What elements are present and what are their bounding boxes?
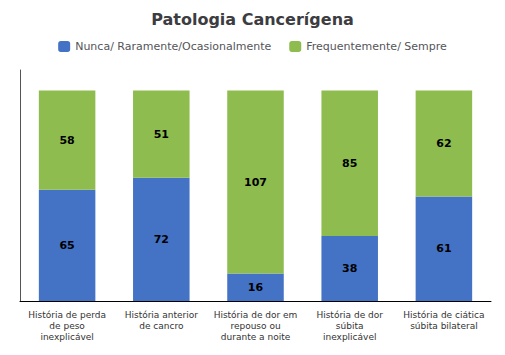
svg-text:16: 16 xyxy=(248,281,264,294)
svg-text:inexplicável: inexplicável xyxy=(40,332,93,342)
svg-text:72: 72 xyxy=(154,233,169,246)
svg-text:65: 65 xyxy=(59,239,74,252)
svg-text:súbita bilateral: súbita bilateral xyxy=(410,321,478,331)
svg-text:58: 58 xyxy=(59,134,74,147)
svg-text:História de dor: História de dor xyxy=(316,310,383,320)
svg-text:Patologia Cancerígena: Patologia Cancerígena xyxy=(151,10,354,29)
svg-text:51: 51 xyxy=(154,128,169,141)
svg-text:107: 107 xyxy=(244,176,267,189)
svg-text:História anterior: História anterior xyxy=(125,310,199,320)
svg-text:de peso: de peso xyxy=(49,321,85,331)
svg-text:durante a noite: durante a noite xyxy=(221,332,291,342)
svg-text:85: 85 xyxy=(342,157,357,170)
svg-text:repouso ou: repouso ou xyxy=(230,321,280,331)
svg-text:História de perda: História de perda xyxy=(28,310,106,320)
svg-text:História de ciática: História de ciática xyxy=(403,310,484,320)
svg-text:Frequentemente/ Sempre: Frequentemente/ Sempre xyxy=(306,40,447,53)
svg-text:62: 62 xyxy=(436,137,451,150)
svg-text:História de dor em: História de dor em xyxy=(214,310,298,320)
svg-text:inexplicável: inexplicável xyxy=(323,332,376,342)
svg-text:Nunca/ Raramente/Ocasionalment: Nunca/ Raramente/Ocasionalmente xyxy=(75,40,271,53)
svg-text:61: 61 xyxy=(436,242,451,255)
svg-text:38: 38 xyxy=(342,262,357,275)
svg-text:de cancro: de cancro xyxy=(139,321,184,331)
svg-text:súbita: súbita xyxy=(336,321,364,331)
